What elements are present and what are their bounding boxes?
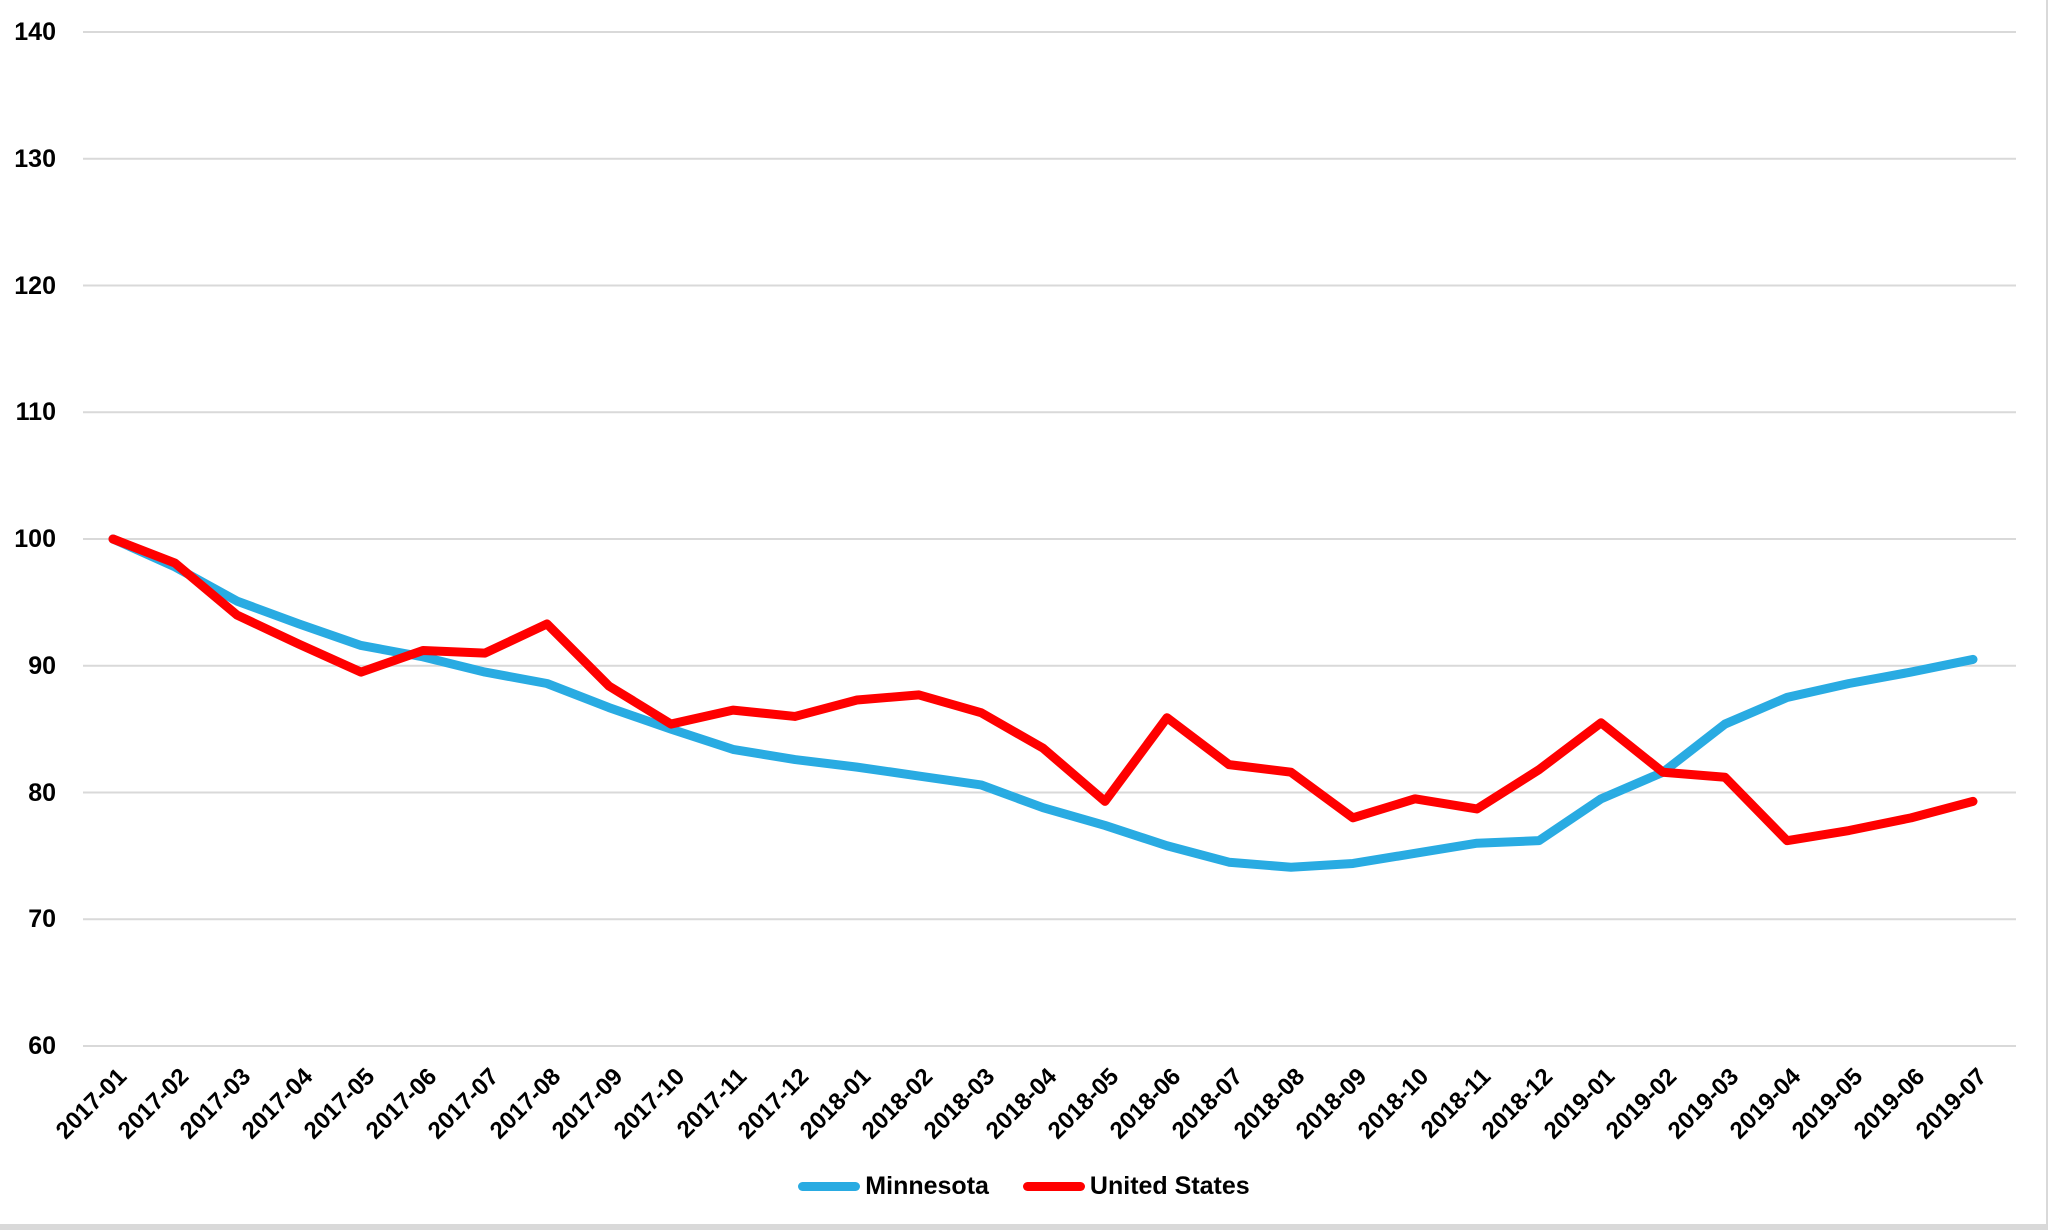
- y-axis-tick-label: 120: [14, 271, 56, 300]
- united-states-line: [108, 534, 1978, 846]
- minnesota-line: [108, 534, 1978, 872]
- chart-legend: Minnesota United States: [0, 1172, 2048, 1201]
- y-axis-tick-label: 140: [14, 18, 56, 46]
- united-states-line-swatch: [1022, 1182, 1085, 1191]
- y-axis-tick-label: 60: [28, 1032, 56, 1060]
- y-axis-tick-label: 90: [28, 651, 56, 680]
- y-axis-tick-label: 130: [14, 144, 56, 173]
- y-axis-tick-label: 80: [28, 778, 56, 807]
- legend-item-united-states: United States: [1022, 1172, 1250, 1201]
- y-axis-tick-label: 100: [14, 525, 56, 553]
- y-axis-tick-label: 70: [28, 905, 56, 934]
- bottom-border: [0, 1224, 2048, 1230]
- minnesota-line-swatch: [798, 1182, 861, 1191]
- legend-item-minnesota: Minnesota: [798, 1172, 989, 1201]
- y-axis-tick-label: 110: [15, 398, 56, 427]
- legend-label-united-states: United States: [1089, 1172, 1250, 1200]
- legend-label-minnesota: Minnesota: [865, 1172, 989, 1200]
- right-border: [2046, 0, 2048, 1230]
